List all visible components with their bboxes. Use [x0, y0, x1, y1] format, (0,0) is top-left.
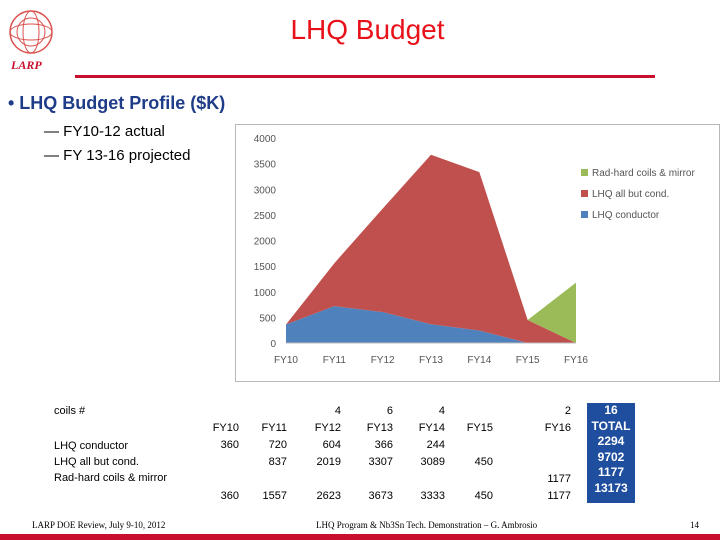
cell-radhard-6: 1177: [547, 473, 571, 485]
cell-total-0: 360: [220, 490, 239, 502]
cell-total-2: 2623: [316, 490, 341, 502]
y-tick-label: 3000: [254, 185, 277, 196]
subbullet-projected: — FY 13-16 projected: [44, 147, 191, 164]
x-tick-label: FY13: [419, 355, 443, 366]
slide-title: LHQ Budget: [290, 14, 445, 45]
legend-swatch: [581, 211, 588, 218]
y-tick-label: 1000: [254, 288, 277, 299]
x-tick-label: FY14: [467, 355, 491, 366]
cell-conductor-0: 360: [220, 439, 239, 451]
cell-allbut-1: 837: [268, 456, 287, 468]
subbullet-actual: — FY10-12 actual: [44, 123, 165, 140]
cell-fy-6: FY16: [544, 422, 571, 434]
x-tick-label: FY15: [516, 355, 540, 366]
chart-svg: 0 500 1000 1500 2000 2500 3000 3500 4000 FY10 FY11…: [254, 134, 696, 366]
total-label: TOTAL: [591, 418, 631, 433]
cell-allbut-4: 3089: [420, 456, 445, 468]
total-coils: 16: [604, 403, 618, 417]
main-bullet: • LHQ Budget Profile ($K): [8, 93, 226, 113]
cell-fy-3: FY13: [366, 422, 393, 434]
y-tick-label: 3500: [254, 160, 277, 171]
cell-coils-6: 2: [564, 405, 571, 417]
total-radhard: 1177: [597, 465, 625, 479]
y-tick-label: 0: [270, 339, 276, 350]
y-tick-label: 1500: [254, 262, 277, 273]
area-series-2: [286, 154, 576, 343]
row-label-allbut: LHQ all but cond.: [54, 456, 139, 468]
y-tick-label: 2000: [254, 237, 277, 248]
cell-conductor-4: 244: [426, 439, 445, 451]
area-series-1: [286, 154, 576, 343]
x-tick-label: FY10: [274, 355, 298, 366]
cell-fy-1: FY11: [261, 422, 287, 434]
budget-chart: 0 500 1000 1500 2000 2500 3000 3500 4000 FY10 FY11…: [235, 124, 720, 382]
cell-conductor-1: 720: [268, 439, 287, 451]
cell-total-4: 3333: [420, 490, 445, 502]
cell-fy-2: FY12: [314, 422, 341, 434]
x-tick-label: FY16: [564, 355, 588, 366]
legend-label: Rad-hard coils & mirror: [592, 168, 695, 179]
x-tick-label: FY11: [323, 355, 347, 366]
legend-label: LHQ conductor: [592, 210, 660, 221]
footer-center: LHQ Program & Nb3Sn Tech. Demonstration …: [316, 520, 538, 530]
legend-swatch: [581, 190, 588, 197]
totals-box: 16 TOTAL 2294 9702 1177 13173: [587, 403, 635, 503]
total-allbut: 9702: [597, 449, 625, 464]
y-tick-label: 4000: [254, 134, 277, 145]
total-sum: 13173: [594, 480, 628, 495]
x-tick-label: FY12: [371, 355, 395, 366]
cell-coils-2: 4: [334, 405, 341, 417]
cell-total-5: 450: [474, 490, 493, 502]
cell-coils-4: 4: [438, 405, 445, 417]
y-tick-label: 500: [259, 313, 276, 324]
cell-fy-0: FY10: [212, 422, 239, 434]
row-label-coils: coils #: [54, 405, 86, 417]
logo-text: LARP: [10, 58, 42, 72]
title-rule: [75, 75, 655, 78]
legend-swatch: [581, 169, 588, 176]
cell-fy-4: FY14: [418, 422, 445, 434]
bottom-bar: [0, 534, 720, 540]
row-label-conductor: LHQ conductor: [54, 440, 128, 452]
page-number: 14: [690, 520, 699, 530]
row-label-radhard: Rad-hard coils & mirror: [54, 472, 168, 484]
cell-total-1: 1557: [262, 490, 287, 502]
cell-total-3: 3673: [368, 490, 393, 502]
legend-label: LHQ all but cond.: [592, 189, 669, 200]
cell-allbut-2: 2019: [316, 456, 341, 468]
total-conductor: 2294: [597, 434, 625, 448]
footer-left: LARP DOE Review, July 9-10, 2012: [32, 520, 166, 530]
cell-conductor-3: 366: [374, 439, 393, 451]
y-tick-label: 2500: [254, 211, 277, 222]
area-series-0: [286, 306, 576, 343]
cell-coils-3: 6: [386, 405, 393, 417]
cell-conductor-2: 604: [322, 439, 341, 451]
cell-allbut-3: 3307: [368, 456, 393, 468]
cell-allbut-5: 450: [474, 456, 493, 468]
cell-fy-5: FY15: [466, 422, 493, 434]
cell-total-6: 1177: [547, 490, 571, 502]
larp-logo: LARP: [5, 8, 59, 72]
